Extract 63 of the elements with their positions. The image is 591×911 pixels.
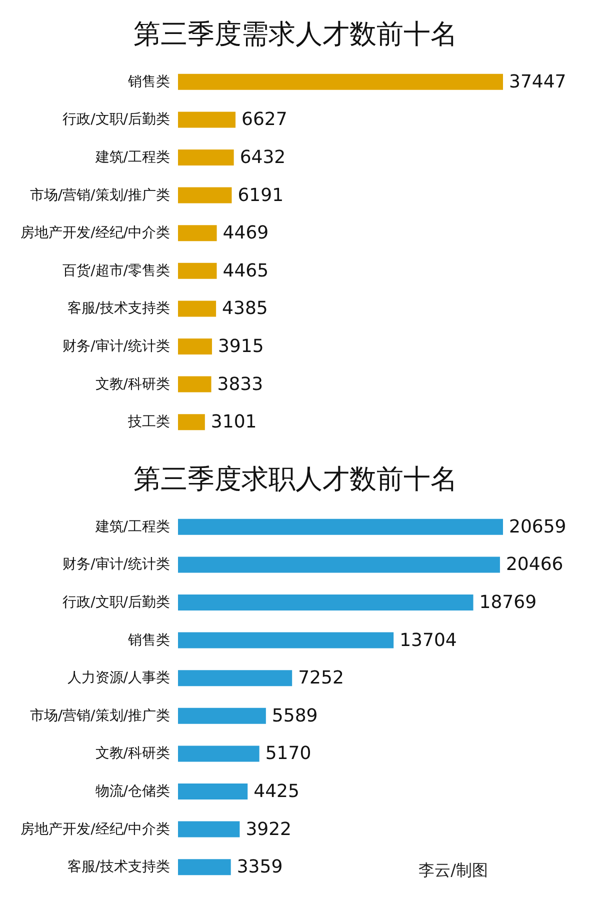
y-tick-label: 行政/文职/后勤类 xyxy=(62,112,170,128)
y-tick-label: 建筑/工程类 xyxy=(94,150,170,166)
data-label: 3833 xyxy=(217,374,264,395)
data-label: 3101 xyxy=(210,412,257,433)
chart-title: 第三季度求职人才数前十名 xyxy=(134,464,458,495)
bar xyxy=(178,112,236,128)
y-tick-label: 财务/审计/统计类 xyxy=(62,338,170,354)
bar xyxy=(178,708,266,724)
bar xyxy=(178,74,503,90)
bar xyxy=(178,556,500,573)
data-label: 4465 xyxy=(222,260,269,282)
y-tick-label: 技工类 xyxy=(127,414,170,430)
bar xyxy=(178,414,205,430)
bar xyxy=(178,518,503,535)
bar xyxy=(178,746,260,762)
bar xyxy=(178,262,217,279)
data-label: 5170 xyxy=(265,743,312,764)
data-label: 4425 xyxy=(254,781,300,802)
bar xyxy=(178,632,394,648)
data-label: 5589 xyxy=(272,705,318,726)
data-label: 20466 xyxy=(506,554,564,576)
data-label: 7252 xyxy=(298,668,344,689)
data-label: 4469 xyxy=(222,222,269,244)
data-label: 3915 xyxy=(218,336,264,357)
bar xyxy=(178,300,216,317)
y-tick-label: 销售类 xyxy=(127,632,170,648)
data-label: 6627 xyxy=(242,109,288,130)
data-label: 20659 xyxy=(509,516,566,538)
data-label: 3922 xyxy=(246,818,292,840)
bar xyxy=(178,187,232,204)
bar xyxy=(178,338,212,354)
chart-title: 第三季度需求人才数前十名 xyxy=(134,19,458,50)
y-tick-label: 物流/仓储类 xyxy=(95,784,170,800)
data-label: 6432 xyxy=(240,147,286,168)
y-tick-label: 客服/技术支持类 xyxy=(67,300,170,317)
y-tick-label: 市场/营销/策划/推广类 xyxy=(30,187,170,204)
annotation: 李云/制图 xyxy=(418,860,488,880)
bar xyxy=(178,376,212,392)
y-tick-label: 百货/超市/零售类 xyxy=(62,262,170,279)
y-tick-label: 房地产开发/经纪/中介类 xyxy=(20,225,170,242)
data-label: 6191 xyxy=(238,184,284,206)
bar xyxy=(178,670,292,686)
y-tick-label: 房地产开发/经纪/中介类 xyxy=(20,821,170,838)
y-tick-label: 市场/营销/策划/推广类 xyxy=(30,708,170,724)
data-label: 4385 xyxy=(222,298,268,320)
y-tick-label: 文教/科研类 xyxy=(95,746,170,762)
y-tick-label: 行政/文职/后勤类 xyxy=(62,594,170,610)
y-tick-label: 销售类 xyxy=(127,74,170,90)
y-tick-label: 文教/科研类 xyxy=(95,376,170,392)
bar xyxy=(178,784,248,800)
y-tick-label: 建筑/工程类 xyxy=(94,518,170,535)
bar xyxy=(178,859,231,876)
y-tick-label: 财务/审计/统计类 xyxy=(62,556,170,573)
bar xyxy=(178,225,217,242)
bar xyxy=(178,594,474,610)
y-tick-label: 客服/技术支持类 xyxy=(67,859,170,876)
bar xyxy=(178,821,240,838)
data-label: 13704 xyxy=(400,630,457,651)
bar xyxy=(178,150,234,166)
data-label: 18769 xyxy=(479,592,537,613)
data-label: 3359 xyxy=(236,856,283,878)
y-tick-label: 人力资源/人事类 xyxy=(67,670,170,686)
data-label: 37447 xyxy=(509,71,566,92)
